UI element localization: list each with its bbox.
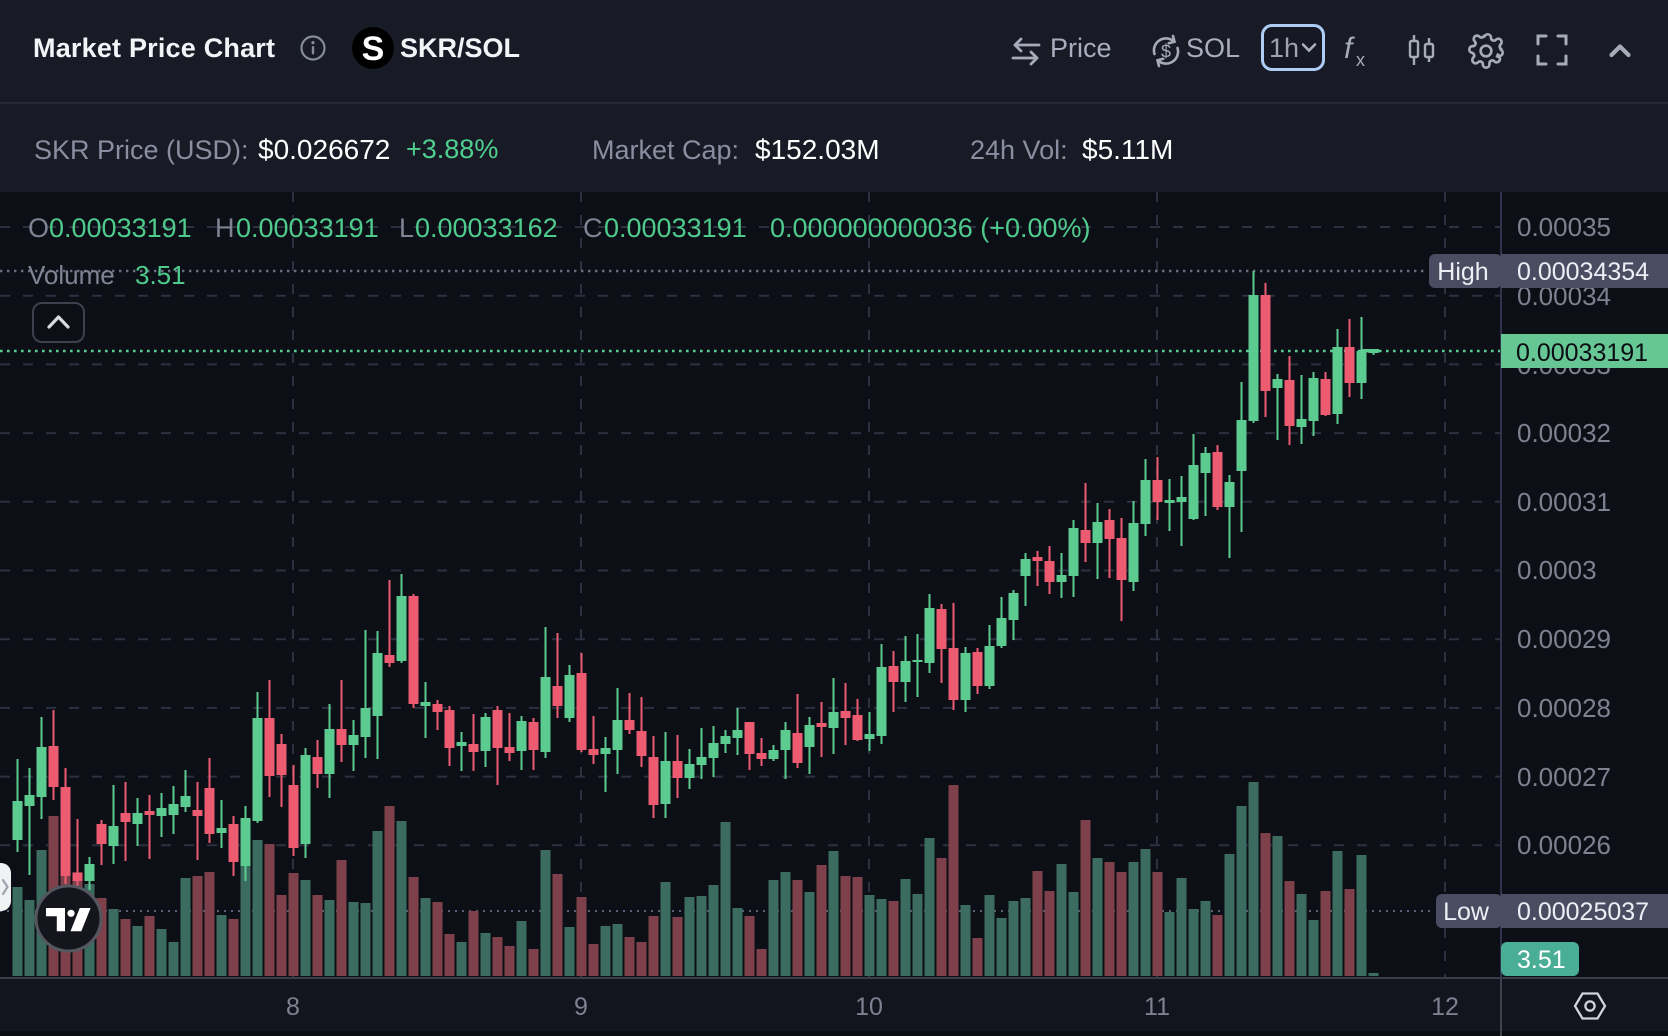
svg-text:3.51: 3.51	[135, 260, 186, 290]
svg-text:Volume: Volume	[28, 260, 115, 290]
svg-text:0.00033191: 0.00033191	[49, 213, 192, 243]
svg-text:0.00031: 0.00031	[1517, 487, 1611, 517]
svg-text:x: x	[1356, 50, 1365, 70]
svg-text:0.00034354: 0.00034354	[1517, 258, 1649, 286]
svg-text:0.00033191: 0.00033191	[236, 213, 379, 243]
svg-text:0.00027: 0.00027	[1517, 762, 1611, 792]
svg-text:0.00029: 0.00029	[1517, 624, 1611, 654]
svg-text:10: 10	[855, 993, 883, 1021]
svg-text:0.00033162: 0.00033162	[415, 213, 558, 243]
svg-text:12: 12	[1431, 993, 1459, 1021]
svg-text:$: $	[1161, 42, 1171, 62]
svg-text:High: High	[1437, 258, 1488, 286]
svg-text:O: O	[28, 213, 49, 243]
svg-text:C: C	[583, 213, 603, 243]
svg-text:0.00032: 0.00032	[1517, 418, 1611, 448]
svg-text:0.00026: 0.00026	[1517, 830, 1611, 860]
svg-text:S: S	[362, 30, 385, 68]
svg-text:3.51: 3.51	[1517, 946, 1566, 974]
svg-text:0.00025037: 0.00025037	[1517, 898, 1649, 926]
svg-text:f: f	[1344, 32, 1355, 65]
svg-text:9: 9	[574, 993, 588, 1021]
svg-text:0.0003: 0.0003	[1517, 555, 1597, 585]
svg-text:0.00028: 0.00028	[1517, 693, 1611, 723]
svg-text:0.00035: 0.00035	[1517, 212, 1611, 242]
svg-text:Low: Low	[1443, 898, 1490, 926]
svg-text:H: H	[215, 213, 235, 243]
svg-text:0.000000000036 (+0.00%): 0.000000000036 (+0.00%)	[770, 213, 1091, 243]
svg-text:8: 8	[286, 993, 300, 1021]
svg-text:0.00033191: 0.00033191	[604, 213, 747, 243]
svg-text:L: L	[399, 213, 414, 243]
svg-text:11: 11	[1144, 993, 1170, 1021]
svg-text:0.00033191: 0.00033191	[1516, 339, 1648, 367]
